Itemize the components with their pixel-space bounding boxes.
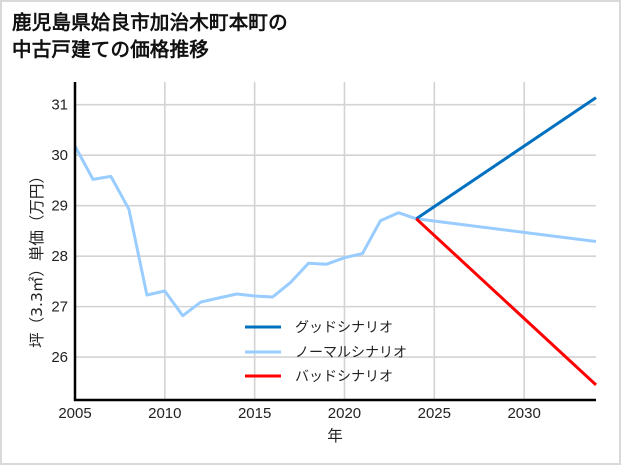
series-lines bbox=[73, 96, 598, 387]
x-tick-label: 2025 bbox=[418, 405, 451, 422]
y-tick-label: 27 bbox=[51, 299, 68, 316]
x-tick-label: 2005 bbox=[58, 405, 91, 422]
axes bbox=[73, 82, 596, 402]
chart-title-line-1: 鹿児島県姶良市加治木町本町の bbox=[12, 11, 288, 34]
x-tick-label: 2030 bbox=[507, 405, 540, 422]
chart-title-line-2: 中古戸建ての価格推移 bbox=[12, 38, 210, 61]
x-tick-label: 2020 bbox=[328, 405, 361, 422]
series-line-0 bbox=[415, 96, 597, 221]
y-tick-label: 29 bbox=[51, 198, 68, 215]
y-tick-label: 26 bbox=[51, 349, 68, 366]
legend-item: ノーマルシナリオ bbox=[245, 345, 407, 361]
x-axis-label: 年 bbox=[327, 427, 343, 445]
tick-labels: 2005 2010 2015 2020 2025 2030 26 27 28 29 30 31 bbox=[51, 97, 541, 422]
legend-item: バッドシナリオ bbox=[245, 369, 393, 385]
chart-title: 鹿児島県姶良市加治木町本町の 中古戸建ての価格推移 bbox=[12, 9, 288, 63]
y-tick-label: 30 bbox=[51, 147, 68, 164]
legend-label: ノーマルシナリオ bbox=[295, 345, 407, 361]
x-tick-label: 2015 bbox=[238, 405, 271, 422]
y-tick-label: 31 bbox=[51, 97, 68, 114]
legend-label: バッドシナリオ bbox=[295, 369, 393, 385]
x-tick-label: 2010 bbox=[148, 405, 181, 422]
legend-item: グッドシナリオ bbox=[245, 320, 393, 336]
series-line-2 bbox=[415, 217, 598, 387]
y-tick-label: 28 bbox=[51, 248, 68, 265]
series-line-1 bbox=[73, 145, 597, 318]
legend-label: グッドシナリオ bbox=[295, 320, 393, 336]
y-axis-label: 坪（3.3㎡）単価（万円） bbox=[28, 168, 46, 348]
